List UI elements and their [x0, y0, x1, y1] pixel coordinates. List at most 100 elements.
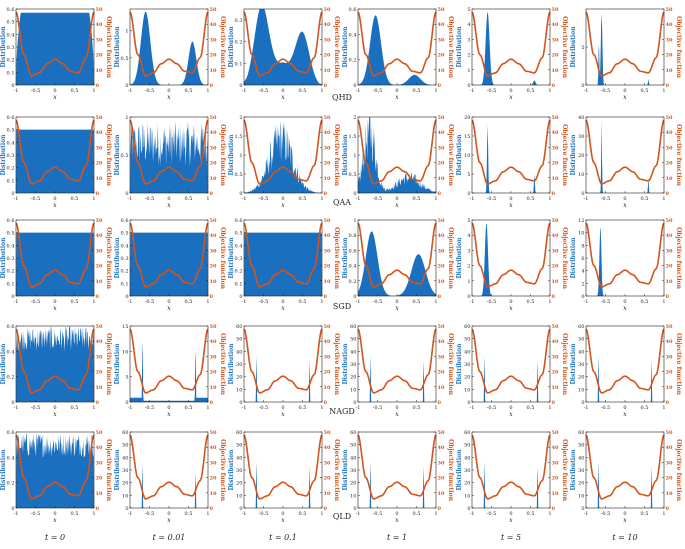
y-tick-label: 3 [467, 248, 470, 254]
y-tick-label: 20 [464, 375, 470, 381]
distribution-area [130, 232, 208, 296]
objective-curve [243, 222, 323, 288]
y-tick-label: 30 [578, 362, 584, 368]
x-tick-label: 0 [53, 405, 56, 411]
panel-QLD-2: 0 10 20 30 40 50 60 0 10 20 30 40 50 -1 -0.5 0 0.5 1 x Dist… [228, 430, 340, 524]
x-tick-label: 0.5 [185, 88, 193, 94]
right-tick-label: 40 [552, 445, 559, 451]
y-tick-label: 60 [122, 430, 128, 436]
x-tick-label: -0.5 [31, 299, 41, 305]
y-tick-label: 0.6 [121, 218, 129, 224]
x-tick-label: -1 [356, 196, 361, 202]
x-tick-label: 0.5 [527, 299, 535, 305]
y-tick-label: 0 [467, 83, 470, 89]
right-tick-label: 10 [324, 385, 331, 391]
x-tick-label: 1 [92, 88, 95, 94]
right-tick-label: 0 [438, 191, 442, 197]
right-tick-label: 20 [552, 161, 559, 167]
x-tick-label: 1 [548, 299, 551, 305]
panel-QLD-3: 0 10 20 30 40 50 60 0 10 20 30 40 50 -1 -0.5 0 0.5 1 x Dist… [342, 430, 454, 524]
right-tick-label: 20 [210, 370, 217, 376]
distribution-area [358, 355, 436, 402]
objective-axis-label: Objective function [333, 439, 340, 502]
right-tick-label: 50 [438, 324, 445, 330]
objective-curve [15, 434, 95, 500]
right-tick-label: 0 [96, 400, 100, 406]
y-tick-label: 0 [467, 191, 470, 197]
y-tick-label: 0 [239, 191, 242, 197]
y-tick-label: 1 [467, 279, 470, 285]
right-tick-label: 40 [438, 445, 445, 451]
panel-QLD-1: 0 10 20 30 40 50 60 0 10 20 30 40 50 -1 -0.5 0 0.5 1 x Dist… [114, 430, 226, 524]
right-tick-label: 50 [96, 7, 103, 13]
x-tick-label: 1 [320, 405, 323, 411]
right-tick-label: 50 [666, 430, 673, 436]
x-axis-label: x [509, 411, 513, 418]
right-tick-label: 40 [552, 130, 559, 136]
x-tick-label: -1 [470, 511, 475, 517]
right-tick-label: 30 [666, 460, 673, 466]
distribution-area [586, 355, 664, 402]
right-tick-label: 20 [324, 53, 331, 59]
x-tick-label: -1 [584, 299, 589, 305]
x-tick-label: 0.5 [299, 88, 307, 94]
right-tick-label: 10 [666, 176, 673, 182]
right-tick-label: 30 [438, 145, 445, 151]
x-tick-label: 0.5 [413, 196, 421, 202]
x-tick-label: -0.5 [601, 196, 611, 202]
y-tick-label: 20 [236, 481, 242, 487]
plot-frame [243, 325, 323, 403]
x-tick-label: -1 [470, 299, 475, 305]
right-tick-label: 40 [666, 339, 673, 345]
distribution-area [358, 461, 436, 508]
y-tick-label: 10 [578, 387, 584, 393]
right-tick-label: 0 [324, 400, 328, 406]
plot-frame [585, 8, 665, 86]
y-tick-label: 0.1 [235, 281, 243, 287]
distribution-area [244, 461, 322, 508]
right-tick-label: 40 [552, 233, 559, 239]
x-tick-label: 0.5 [71, 299, 79, 305]
right-tick-label: 20 [324, 161, 331, 167]
y-tick-label: 30 [236, 468, 242, 474]
right-tick-label: 0 [324, 506, 328, 512]
right-tick-label: 30 [96, 145, 103, 151]
row-caption: QAA [333, 198, 351, 207]
right-tick-label: 30 [552, 460, 559, 466]
y-tick-label: 50 [578, 337, 584, 343]
right-tick-label: 50 [438, 218, 445, 224]
y-tick-label: 0 [353, 506, 356, 512]
panel-QAA-4: 0 5 10 15 20 0 10 20 30 40 50 -1 -0.5 0 0.5 1 x Distribut… [456, 115, 568, 209]
y-tick-label: 40 [464, 349, 470, 355]
right-tick-label: 50 [438, 7, 445, 13]
x-tick-label: -1 [128, 511, 133, 517]
objective-curve [129, 119, 209, 185]
right-tick-label: 0 [552, 191, 556, 197]
right-tick-label: 10 [324, 279, 331, 285]
right-tick-label: 20 [666, 370, 673, 376]
right-tick-label: 40 [552, 339, 559, 345]
x-tick-label: -0.5 [259, 405, 269, 411]
objective-axis-label: Objective function [333, 227, 340, 290]
plot-frame [357, 325, 437, 403]
y-tick-label: 0.2 [235, 269, 243, 275]
y-tick-label: 5 [581, 45, 584, 51]
y-tick-label: 60 [464, 324, 470, 330]
objective-axis-label: Objective function [219, 333, 226, 396]
x-axis-label: x [281, 305, 285, 312]
right-tick-label: 50 [666, 115, 673, 121]
x-axis-label: x [509, 202, 513, 209]
y-tick-label: 0.2 [121, 269, 129, 275]
y-tick-label: 0.4 [235, 243, 243, 249]
x-tick-label: 1 [548, 88, 551, 94]
right-tick-label: 30 [438, 354, 445, 360]
y-tick-label: 10 [236, 387, 242, 393]
objective-curve [243, 328, 323, 394]
y-tick-label: 0.3 [7, 153, 15, 159]
distribution-area [586, 120, 664, 193]
distribution-area [472, 12, 550, 85]
y-tick-label: 0 [353, 83, 356, 89]
